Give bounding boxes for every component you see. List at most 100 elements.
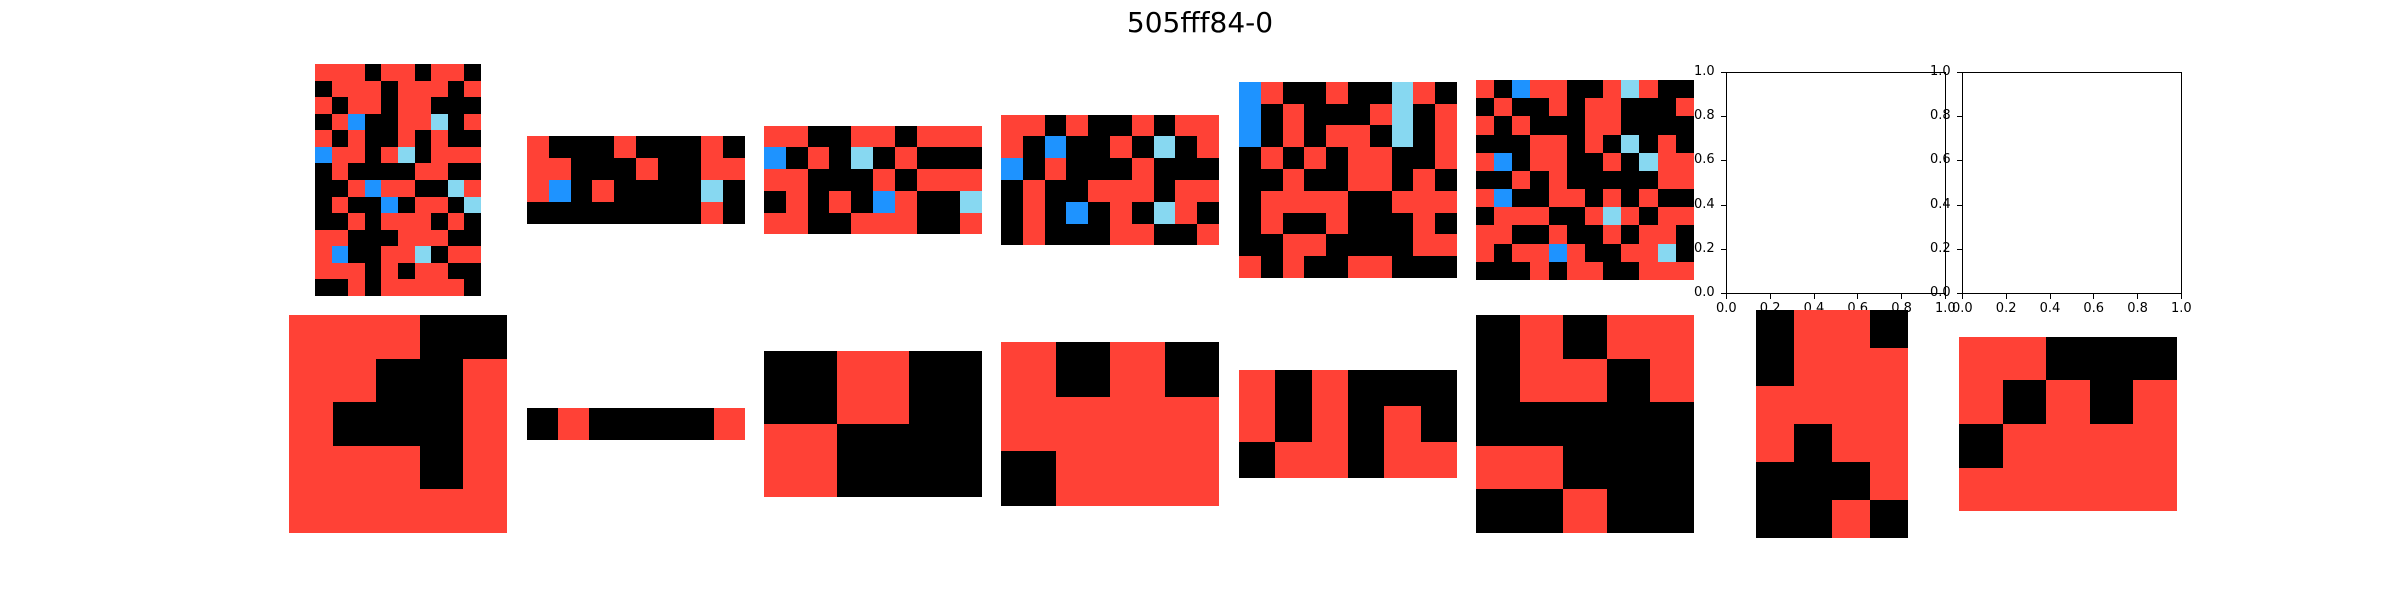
grid-cell <box>381 279 398 296</box>
grid-cell <box>315 146 332 164</box>
grid-cell <box>1530 261 1549 280</box>
grid-cell <box>1657 80 1676 99</box>
grid-cell <box>414 146 432 164</box>
grid-cell <box>682 408 714 440</box>
grid-cell <box>431 196 448 214</box>
grid-cell <box>1584 207 1604 226</box>
grid-cell <box>1304 256 1327 279</box>
grid-cell <box>1548 225 1567 244</box>
grid-cell <box>397 213 415 230</box>
grid-cell <box>1109 179 1132 202</box>
grid-cell <box>548 179 571 202</box>
grid-cell <box>851 190 873 213</box>
grid-cell <box>1494 225 1513 244</box>
grid-cell <box>331 246 349 263</box>
y-tick-mark <box>1957 248 1962 250</box>
grid-cell <box>1606 489 1651 533</box>
output-grid-1 <box>289 315 507 533</box>
output-grid-3 <box>764 351 982 497</box>
grid-cell <box>414 80 432 98</box>
grid-cell <box>464 262 481 280</box>
grid-cell <box>1260 212 1283 235</box>
grid-cell <box>1088 179 1110 202</box>
grid-cell <box>1512 207 1531 226</box>
grid-cell <box>1512 134 1531 153</box>
grid-cell <box>1109 114 1132 137</box>
output-grid-4 <box>1001 342 1219 506</box>
grid-cell <box>464 279 481 296</box>
y-tick-mark <box>1957 204 1962 206</box>
input-grid-3 <box>764 125 982 235</box>
grid-cell <box>1175 201 1198 224</box>
grid-cell <box>635 179 658 202</box>
grid-cell <box>1153 158 1176 180</box>
grid-cell <box>1369 103 1392 126</box>
grid-cell <box>1282 212 1305 235</box>
grid-cell <box>1584 98 1604 117</box>
grid-cell <box>614 158 636 180</box>
grid-cell <box>1413 212 1436 235</box>
grid-cell <box>1311 369 1348 406</box>
grid-cell <box>1603 189 1622 208</box>
grid-cell <box>1548 261 1567 280</box>
grid-cell <box>1110 396 1165 452</box>
grid-cell <box>1109 201 1132 224</box>
grid-cell <box>548 158 571 180</box>
grid-cell <box>1275 405 1312 443</box>
grid-cell <box>1548 80 1567 99</box>
grid-cell <box>397 179 415 197</box>
x-tick-label: 0.0 <box>1716 301 1737 316</box>
grid-cell <box>1435 147 1457 170</box>
grid-cell <box>447 262 465 280</box>
grid-cell <box>1519 358 1564 403</box>
grid-cell <box>1476 207 1495 226</box>
grid-cell <box>1494 152 1513 171</box>
grid-cell <box>1391 81 1414 104</box>
grid-cell <box>1304 190 1327 213</box>
grid-cell <box>431 262 448 280</box>
grid-cell <box>807 147 830 170</box>
grid-cell <box>331 130 349 147</box>
grid-cell <box>2002 467 2047 512</box>
grid-cell <box>589 408 621 440</box>
grid-cell <box>463 489 507 533</box>
grid-cell <box>1832 424 1870 462</box>
grid-cell <box>1153 136 1176 159</box>
grid-cell <box>463 358 507 403</box>
grid-cell <box>916 147 939 170</box>
grid-cell <box>1197 179 1219 202</box>
grid-cell <box>1131 114 1154 137</box>
grid-cell <box>1794 500 1832 538</box>
grid-cell <box>414 279 432 296</box>
grid-cell <box>315 64 332 81</box>
grid-cell <box>1959 380 2003 424</box>
grid-cell <box>1832 310 1870 348</box>
grid-cell <box>1326 190 1348 213</box>
grid-cell <box>1304 147 1327 170</box>
grid-cell <box>1519 445 1564 490</box>
grid-cell <box>1022 201 1045 224</box>
input-grid-2 <box>527 136 745 224</box>
grid-cell <box>331 229 349 247</box>
grid-cell <box>2089 467 2134 512</box>
grid-cell <box>464 130 481 147</box>
grid-cell <box>348 80 365 98</box>
grid-cell <box>332 445 377 490</box>
grid-cell <box>1391 125 1414 148</box>
grid-cell <box>1110 451 1165 506</box>
grid-cell <box>1794 386 1832 424</box>
grid-cell <box>1675 80 1694 99</box>
grid-cell <box>1606 445 1651 490</box>
grid-cell <box>1476 98 1495 117</box>
grid-cell <box>1603 98 1622 117</box>
grid-cell <box>414 196 432 214</box>
grid-cell <box>1282 234 1305 257</box>
grid-cell <box>348 97 365 114</box>
grid-cell <box>447 163 465 180</box>
grid-cell <box>1639 116 1658 135</box>
grid-cell <box>315 279 332 296</box>
grid-cell <box>431 179 448 197</box>
grid-cell <box>348 64 365 81</box>
grid-cell <box>1959 336 2003 381</box>
grid-cell <box>331 64 349 81</box>
